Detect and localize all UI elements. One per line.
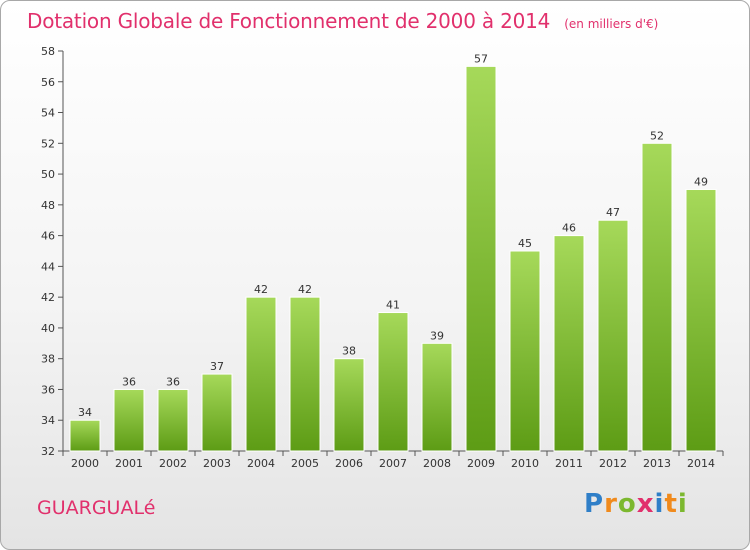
x-tick-label: 2007 (379, 457, 407, 470)
data-label-2010: 45 (518, 237, 532, 250)
bar-2000 (69, 419, 101, 452)
logo-letter: r (604, 489, 618, 519)
bar-2003 (201, 373, 233, 452)
data-label-2005: 42 (298, 283, 312, 296)
data-label-2002: 36 (166, 375, 180, 388)
y-tick-label: 34 (41, 414, 55, 427)
x-tick-label: 2003 (203, 457, 231, 470)
x-tick-label: 2006 (335, 457, 363, 470)
x-tick-label: 2008 (423, 457, 451, 470)
y-tick-label: 36 (41, 383, 55, 396)
chart-title: Dotation Globale de Fonctionnement de 20… (27, 9, 658, 33)
x-tick-label: 2010 (511, 457, 539, 470)
x-tick-label: 2012 (599, 457, 627, 470)
bar-2010 (509, 250, 541, 452)
logo-letter: P (584, 489, 605, 519)
x-tick-label: 2013 (643, 457, 671, 470)
bar-2002 (157, 388, 189, 452)
y-tick-label: 50 (41, 168, 55, 181)
y-tick-label: 42 (41, 291, 55, 304)
x-tick-label: 2002 (159, 457, 187, 470)
bar-2001 (113, 388, 145, 452)
x-tick-label: 2000 (71, 457, 99, 470)
bar-2006 (333, 358, 365, 452)
y-tick-label: 40 (41, 322, 55, 335)
data-label-2008: 39 (430, 329, 444, 342)
logo-letter: i (677, 489, 688, 519)
data-label-2006: 38 (342, 345, 356, 358)
data-label-2000: 34 (78, 406, 92, 419)
logo-letter: i (654, 489, 665, 519)
bar-2008 (421, 342, 453, 452)
commune-name: GUARGUALé (37, 497, 156, 519)
bar-2013 (641, 142, 673, 452)
x-tick-label: 2011 (555, 457, 583, 470)
data-label-2011: 46 (562, 222, 576, 235)
y-tick-label: 32 (41, 445, 55, 458)
y-tick-label: 48 (41, 199, 55, 212)
y-axis: 32 34 36 38 40 42 44 46 48 50 52 54 56 58 (41, 45, 64, 458)
data-label-2013: 52 (650, 129, 664, 142)
y-tick-label: 46 (41, 230, 55, 243)
logo-letter: x (636, 489, 655, 519)
data-label-2009: 57 (474, 52, 488, 65)
x-axis: 2000 2001 2002 2003 2004 2005 2006 2007 2008 2009… (62, 450, 724, 470)
y-tick-label: 44 (41, 260, 55, 273)
bar-2007 (377, 312, 409, 452)
data-label-2012: 47 (606, 206, 620, 219)
chart-title-text: Dotation Globale de Fonctionnement de 20… (27, 9, 551, 33)
data-labels: 34 36 36 37 42 42 38 41 39 57 45 46 47 52 49 (78, 52, 708, 419)
bar-2011 (553, 235, 585, 452)
data-label-2001: 36 (122, 375, 136, 388)
x-tick-label: 2014 (687, 457, 715, 470)
y-tick-label: 54 (41, 107, 55, 120)
bar-2005 (289, 296, 321, 452)
logo-letter: o (617, 489, 637, 519)
y-tick-label: 58 (41, 45, 55, 58)
proxiti-logo: Proxiti (584, 489, 688, 519)
bar-2014 (685, 188, 717, 452)
x-tick-label: 2005 (291, 457, 319, 470)
data-label-2007: 41 (386, 299, 400, 312)
chart-subtitle: (en milliers d'€) (564, 17, 659, 31)
data-label-2004: 42 (254, 283, 268, 296)
x-tick-label: 2004 (247, 457, 275, 470)
bar-2004 (245, 296, 277, 452)
logo-letter: t (664, 489, 678, 519)
y-tick-label: 56 (41, 76, 55, 89)
y-tick-label: 52 (41, 137, 55, 150)
data-label-2014: 49 (694, 175, 708, 188)
x-tick-label: 2009 (467, 457, 495, 470)
bar-2012 (597, 219, 629, 452)
bar-2009 (465, 65, 497, 452)
y-tick-label: 38 (41, 353, 55, 366)
x-tick-label: 2001 (115, 457, 143, 470)
bars (69, 65, 717, 452)
data-label-2003: 37 (210, 360, 224, 373)
